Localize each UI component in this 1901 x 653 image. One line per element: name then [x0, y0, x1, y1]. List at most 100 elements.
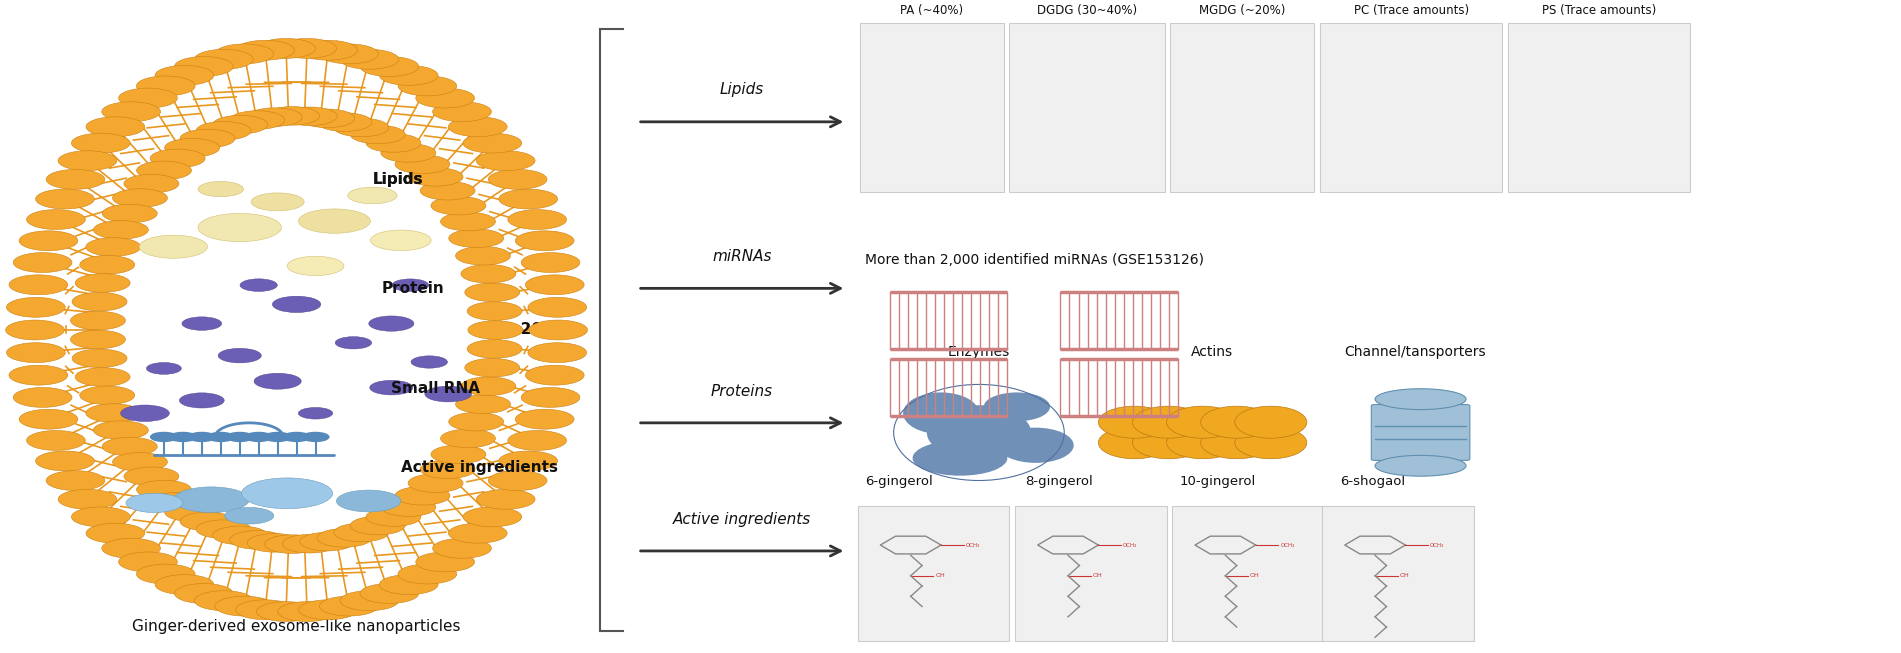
- Ellipse shape: [912, 441, 1008, 475]
- Circle shape: [283, 432, 310, 441]
- Circle shape: [70, 330, 125, 349]
- Circle shape: [489, 169, 547, 189]
- Circle shape: [196, 121, 251, 140]
- Circle shape: [175, 57, 234, 76]
- Circle shape: [319, 44, 378, 64]
- Circle shape: [525, 365, 584, 385]
- Circle shape: [86, 238, 141, 256]
- Circle shape: [392, 279, 430, 291]
- Circle shape: [278, 601, 336, 622]
- Circle shape: [380, 144, 435, 162]
- Circle shape: [433, 538, 490, 558]
- Circle shape: [112, 189, 167, 207]
- Text: Lipids: Lipids: [373, 172, 422, 187]
- Circle shape: [298, 407, 333, 419]
- Circle shape: [369, 380, 413, 395]
- Text: Channel/tansporters: Channel/tansporters: [1344, 345, 1487, 358]
- Circle shape: [272, 296, 321, 313]
- Circle shape: [80, 255, 135, 274]
- Circle shape: [236, 600, 295, 620]
- Text: 10-gingerol: 10-gingerol: [1181, 475, 1257, 488]
- Circle shape: [213, 526, 268, 545]
- Circle shape: [359, 584, 418, 603]
- Ellipse shape: [1374, 455, 1466, 476]
- Circle shape: [300, 109, 355, 127]
- Circle shape: [103, 102, 160, 121]
- Circle shape: [27, 210, 86, 229]
- Circle shape: [477, 151, 534, 170]
- Circle shape: [215, 596, 274, 616]
- Text: MGDG (~20%): MGDG (~20%): [1200, 5, 1285, 18]
- Circle shape: [93, 221, 148, 239]
- Circle shape: [36, 451, 95, 471]
- Circle shape: [460, 264, 515, 283]
- Circle shape: [215, 44, 274, 64]
- Circle shape: [182, 317, 222, 330]
- Ellipse shape: [1167, 426, 1239, 458]
- Circle shape: [464, 507, 521, 527]
- Circle shape: [371, 230, 432, 251]
- Circle shape: [169, 432, 196, 441]
- Circle shape: [213, 116, 268, 134]
- Circle shape: [335, 523, 390, 542]
- Circle shape: [464, 283, 519, 302]
- Circle shape: [298, 600, 357, 620]
- Circle shape: [528, 343, 587, 362]
- Ellipse shape: [1099, 406, 1171, 438]
- Circle shape: [86, 523, 144, 543]
- Circle shape: [247, 108, 302, 127]
- Circle shape: [181, 129, 236, 148]
- Circle shape: [525, 275, 584, 295]
- Circle shape: [302, 432, 329, 441]
- Text: More than 2,000 identified miRNAs (GSE153126): More than 2,000 identified miRNAs (GSE15…: [865, 253, 1203, 266]
- Circle shape: [528, 297, 587, 317]
- Text: Ginger-derived exosome-like nanoparticles: Ginger-derived exosome-like nanoparticle…: [133, 619, 460, 634]
- FancyBboxPatch shape: [859, 23, 1004, 192]
- Circle shape: [165, 138, 221, 157]
- Text: OH: OH: [1251, 573, 1260, 579]
- Ellipse shape: [1133, 426, 1205, 458]
- Circle shape: [10, 275, 68, 295]
- Text: Lipids: Lipids: [720, 82, 764, 97]
- Circle shape: [409, 474, 464, 492]
- FancyBboxPatch shape: [1009, 23, 1165, 192]
- Circle shape: [395, 155, 451, 174]
- Circle shape: [124, 174, 179, 193]
- Circle shape: [528, 320, 587, 340]
- Circle shape: [298, 209, 371, 233]
- Circle shape: [365, 134, 420, 152]
- Circle shape: [300, 532, 355, 551]
- Circle shape: [336, 490, 401, 512]
- Text: OCH₃: OCH₃: [1123, 543, 1137, 548]
- Circle shape: [397, 564, 456, 584]
- Circle shape: [319, 596, 378, 616]
- Circle shape: [515, 409, 574, 429]
- Circle shape: [19, 231, 78, 251]
- Circle shape: [433, 102, 490, 121]
- Circle shape: [137, 76, 196, 96]
- Circle shape: [340, 50, 399, 69]
- Circle shape: [241, 478, 333, 509]
- Circle shape: [146, 362, 181, 374]
- Circle shape: [281, 534, 336, 553]
- Circle shape: [298, 40, 357, 60]
- Text: miRNAs: miRNAs: [713, 249, 772, 264]
- Circle shape: [80, 386, 135, 405]
- Circle shape: [420, 182, 475, 200]
- Circle shape: [103, 538, 160, 558]
- Circle shape: [76, 274, 129, 293]
- Circle shape: [460, 377, 515, 396]
- Circle shape: [156, 575, 213, 594]
- Circle shape: [380, 498, 435, 517]
- Text: Actins: Actins: [1192, 345, 1234, 358]
- Circle shape: [156, 65, 213, 86]
- Circle shape: [240, 279, 278, 291]
- FancyBboxPatch shape: [857, 506, 1009, 641]
- Circle shape: [477, 489, 534, 509]
- Text: 6-gingerol: 6-gingerol: [865, 475, 933, 488]
- Ellipse shape: [1201, 426, 1274, 458]
- Circle shape: [198, 182, 243, 197]
- Circle shape: [230, 531, 285, 549]
- Circle shape: [464, 133, 521, 153]
- Circle shape: [350, 125, 405, 144]
